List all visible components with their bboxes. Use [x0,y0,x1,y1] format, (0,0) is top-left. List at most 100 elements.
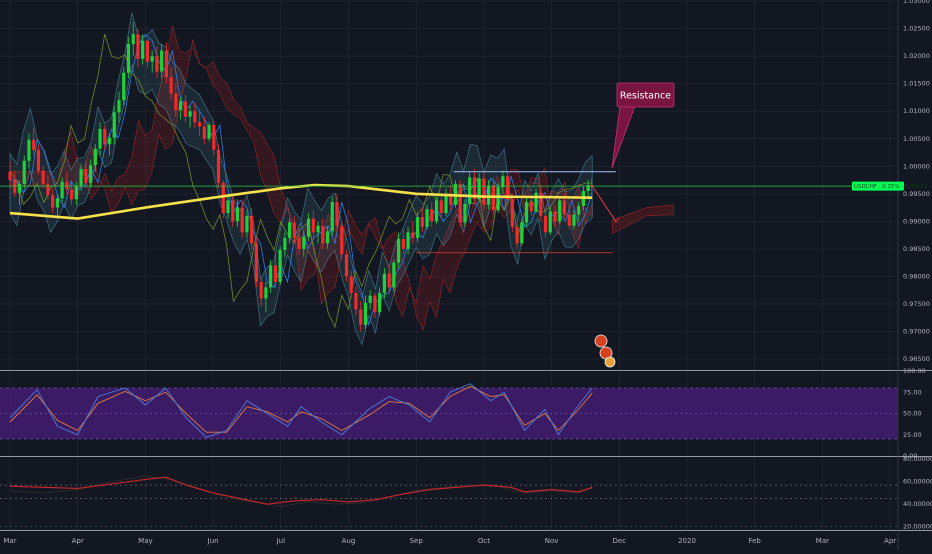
candle[interactable] [382,268,386,299]
candle[interactable] [349,270,353,299]
candle[interactable] [325,226,330,249]
candle[interactable] [306,213,311,241]
candle[interactable] [449,185,453,211]
candle[interactable] [240,199,244,238]
candle[interactable] [524,196,529,227]
candle[interactable] [373,292,377,318]
candle[interactable] [378,287,382,317]
candle[interactable] [283,232,287,258]
candle[interactable] [79,163,83,192]
candle[interactable] [46,174,50,200]
candle[interactable] [245,210,249,238]
candle[interactable] [401,229,405,255]
candle[interactable] [434,196,439,225]
candle[interactable] [468,171,472,208]
candle[interactable] [335,193,339,233]
candle[interactable] [316,221,320,244]
stochastic-pane[interactable] [0,383,898,440]
candle[interactable] [197,111,202,136]
candle[interactable] [41,166,45,189]
candle[interactable] [131,22,135,57]
candle[interactable] [136,28,140,68]
candle[interactable] [297,224,301,255]
candle[interactable] [387,265,391,293]
candle[interactable] [543,209,548,238]
candle[interactable] [406,226,410,255]
candle[interactable] [368,290,372,310]
candle[interactable] [188,105,192,128]
candle[interactable] [463,199,467,227]
candle[interactable] [586,180,590,200]
candle[interactable] [145,38,150,68]
candle[interactable] [122,67,126,106]
candle[interactable] [520,218,524,247]
candle[interactable] [160,44,164,79]
candle[interactable] [84,160,88,189]
candle[interactable] [288,218,292,244]
candle[interactable] [235,199,240,227]
candle[interactable] [572,210,576,230]
candle[interactable] [548,207,552,236]
candle[interactable] [179,97,183,120]
candle[interactable] [98,122,102,156]
candle[interactable] [164,42,168,84]
candle[interactable] [27,133,31,170]
candle[interactable] [70,180,74,205]
candle[interactable] [55,193,59,216]
candle[interactable] [231,193,235,227]
candle[interactable] [51,188,55,214]
candle[interactable] [207,122,211,142]
candle[interactable] [515,221,519,249]
candle[interactable] [396,232,401,269]
flag-icons[interactable] [594,334,616,368]
candle[interactable] [155,46,159,79]
candle[interactable] [126,36,131,79]
candle[interactable] [103,124,107,150]
candle[interactable] [311,210,315,238]
candle[interactable] [74,181,78,205]
candle[interactable] [93,144,97,172]
candle[interactable] [226,196,230,219]
candle[interactable] [292,215,296,244]
candle[interactable] [567,210,571,230]
candle[interactable] [216,144,221,189]
candle[interactable] [439,193,443,219]
candle[interactable] [169,67,173,101]
candle[interactable] [88,159,93,188]
candle[interactable] [539,185,543,222]
candle[interactable] [65,171,69,194]
candle[interactable] [354,287,358,317]
candle[interactable] [60,177,64,203]
candle[interactable] [183,94,187,123]
candle[interactable] [32,127,36,156]
candle[interactable] [174,83,178,117]
candle[interactable] [273,251,277,288]
price-pane[interactable] [0,12,898,346]
candle[interactable] [444,188,448,216]
candle[interactable] [330,196,334,236]
candle[interactable] [589,178,594,192]
candle[interactable] [359,301,363,332]
candle[interactable] [453,180,458,208]
candle[interactable] [202,116,206,145]
candle[interactable] [17,180,22,205]
candle[interactable] [193,102,197,128]
candle[interactable] [577,202,581,222]
candle[interactable] [107,133,112,156]
candle[interactable] [221,180,225,219]
candle[interactable] [510,193,514,233]
candle[interactable] [340,221,344,260]
candle[interactable] [505,171,510,205]
candle[interactable] [8,160,12,189]
candle[interactable] [269,259,273,293]
candle[interactable] [112,105,116,145]
candle[interactable] [264,281,268,313]
candle[interactable] [420,207,424,233]
candle[interactable] [425,204,429,230]
candle[interactable] [472,169,477,205]
candle[interactable] [553,204,557,227]
oscillator-pane[interactable] [0,475,898,527]
candle[interactable] [482,171,486,211]
